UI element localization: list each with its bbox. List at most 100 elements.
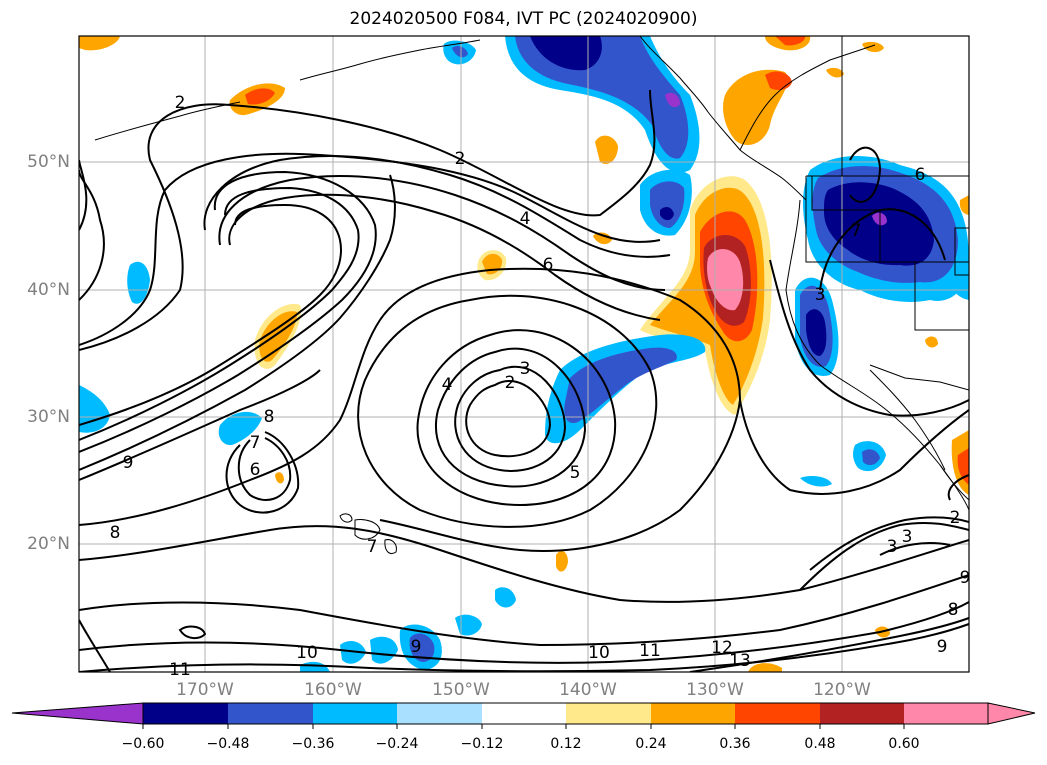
map-title: 2024020500 F084, IVT PC (2024020900) [349, 9, 698, 29]
contour-label: 8 [948, 600, 959, 620]
positive-anomaly-bar-orange [259, 311, 298, 362]
colorbar-segment [651, 703, 735, 724]
contour-label: 3 [520, 359, 531, 379]
positive-anomaly-small8 [275, 472, 284, 484]
contour-label: 4 [520, 209, 531, 229]
contour-label: 10 [588, 643, 610, 663]
negative-anomaly-se1-mid [862, 449, 880, 466]
contour-label: 6 [915, 165, 926, 185]
positive-anomaly-small2 [593, 232, 612, 245]
longitude-label: 150°W [432, 680, 490, 700]
se-box [954, 227, 969, 276]
contour-label: 11 [169, 660, 191, 680]
colorbar-tick-label: −0.48 [206, 736, 250, 752]
us-mexico-border [869, 364, 969, 391]
colorbar-segment [904, 703, 988, 724]
positive-anomaly-north-red [765, 71, 792, 90]
baja [869, 369, 946, 471]
gridlines [79, 36, 969, 672]
colorbar-tick-label: −0.12 [460, 736, 504, 752]
colorbar-segment [228, 703, 313, 724]
contour-label: 11 [639, 641, 661, 661]
alaska-coast [639, 36, 807, 201]
negative-anomaly-west3 [218, 411, 262, 446]
longitude-label: 140°W [559, 680, 617, 700]
contour-label: 7 [851, 221, 862, 241]
positive-anomaly-bottom [748, 663, 782, 672]
contour-label: 3 [887, 537, 898, 557]
colorbar-segment [735, 703, 820, 724]
colorbar-max-extend [987, 702, 1036, 725]
negative-anomaly-gulf-peak [665, 92, 680, 108]
colorbar-tick-label: −0.24 [375, 736, 419, 752]
contour-label: 7 [367, 537, 378, 557]
longitude-label: 130°W [686, 680, 744, 700]
positive-anomaly-rightedge [959, 195, 969, 215]
latitude-label: 40°N [27, 280, 70, 300]
colorbar-segment [313, 703, 397, 724]
positive-anomaly-coast-peak [707, 249, 744, 311]
contour-label: 5 [570, 463, 581, 483]
negative-anomaly-midwest-mid [650, 181, 685, 228]
negative-anomaly-se2 [800, 476, 832, 487]
contour-label: 9 [411, 637, 422, 657]
contour-label: 12 [711, 638, 733, 658]
contour-label: 2 [175, 93, 186, 113]
colorbar-tick-label: −0.36 [291, 736, 335, 752]
contour-label: 2 [950, 508, 961, 528]
longitude-label: 170°W [176, 680, 234, 700]
contour-label: 3 [902, 527, 913, 547]
contour-label: 6 [250, 460, 261, 480]
positive-anomaly-small4 [826, 67, 844, 78]
colorbar-segment [566, 703, 651, 724]
contour-label: 9 [123, 453, 134, 473]
negative-anomaly-midwest-dark [660, 206, 674, 221]
contour-label: 10 [296, 643, 318, 663]
negative-anomaly-west [79, 385, 110, 433]
negative-anomaly-west2 [127, 261, 150, 304]
negative-anomaly-ne-mid [452, 46, 468, 58]
contour-label: 4 [442, 375, 453, 395]
positive-anomaly-small5 [556, 550, 568, 572]
positive-anomaly-top-red [775, 36, 806, 46]
colorbar-segment [482, 703, 566, 724]
contour-label: 9 [937, 637, 948, 657]
longitude-label: 160°W [304, 680, 362, 700]
negative-anomaly-bottom-left [300, 661, 330, 672]
contour-label: 8 [110, 523, 121, 543]
negative-anomaly-south1-mid [409, 633, 435, 662]
contour-label: 6 [543, 255, 554, 275]
alaska-islands [299, 39, 481, 81]
hawaii [354, 519, 397, 554]
negative-anomaly-gulf-dark [530, 36, 602, 71]
contour-label: 7 [250, 433, 261, 453]
negative-anomaly-south3 [495, 587, 516, 608]
contour-label: 13 [729, 651, 751, 671]
latitude-label: 50°N [27, 152, 70, 172]
colorbar-tick-label: 0.24 [635, 736, 667, 752]
contour-label: 9 [960, 568, 971, 588]
contour-label: 2 [505, 373, 516, 393]
contour-label-group: 2 4 6 2 3 4 5 6 7 8 9 7 8 9 10 11 10 11 … [110, 93, 971, 680]
contour-label: 2 [455, 149, 466, 169]
colorbar-segment [143, 703, 228, 724]
coastlines [94, 36, 969, 554]
colorbar-tick-label: 0.60 [888, 736, 920, 752]
colorbar-tick-label: 0.12 [550, 736, 582, 752]
us-states-c [914, 262, 969, 331]
negative-anomaly-coastal-dark [806, 309, 827, 356]
negative-anomaly-gulf-mid [515, 36, 689, 159]
positive-anomaly-small3 [862, 41, 884, 53]
contour-label: 3 [815, 285, 826, 305]
hawaii-small [339, 513, 353, 523]
negative-anomaly-south5 [370, 636, 398, 664]
colorbar-min-extend [11, 702, 144, 725]
positive-anomaly-aleutian-red [245, 88, 275, 105]
colorbar-tick-label: 0.36 [719, 736, 751, 752]
colorbar-tick-label: 0.48 [804, 736, 836, 752]
contour-label: 8 [264, 407, 275, 427]
negative-anomaly-south2 [455, 614, 482, 636]
colorbar-tick-label: −0.60 [121, 736, 165, 752]
positive-anomaly-small6 [925, 336, 938, 348]
positive-anomaly-topleft [79, 36, 120, 51]
